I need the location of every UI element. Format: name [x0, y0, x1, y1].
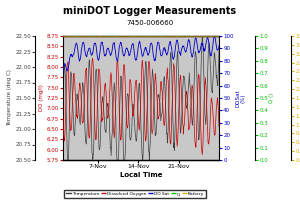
Text: 7450-006660: 7450-006660	[126, 20, 174, 26]
Y-axis label: DO (mg/l): DO (mg/l)	[39, 85, 44, 111]
Legend: Temperature, Dissolved Oxygen, DO Sat, Q, Battery: Temperature, Dissolved Oxygen, DO Sat, Q…	[64, 190, 206, 198]
Y-axis label: Q (): Q ()	[269, 93, 275, 103]
Y-axis label: Temperature (deg C): Temperature (deg C)	[8, 70, 13, 126]
Y-axis label: DOSat
(%): DOSat (%)	[235, 89, 246, 107]
Text: miniDOT Logger Measurements: miniDOT Logger Measurements	[63, 6, 237, 16]
X-axis label: Local Time: Local Time	[120, 172, 162, 178]
